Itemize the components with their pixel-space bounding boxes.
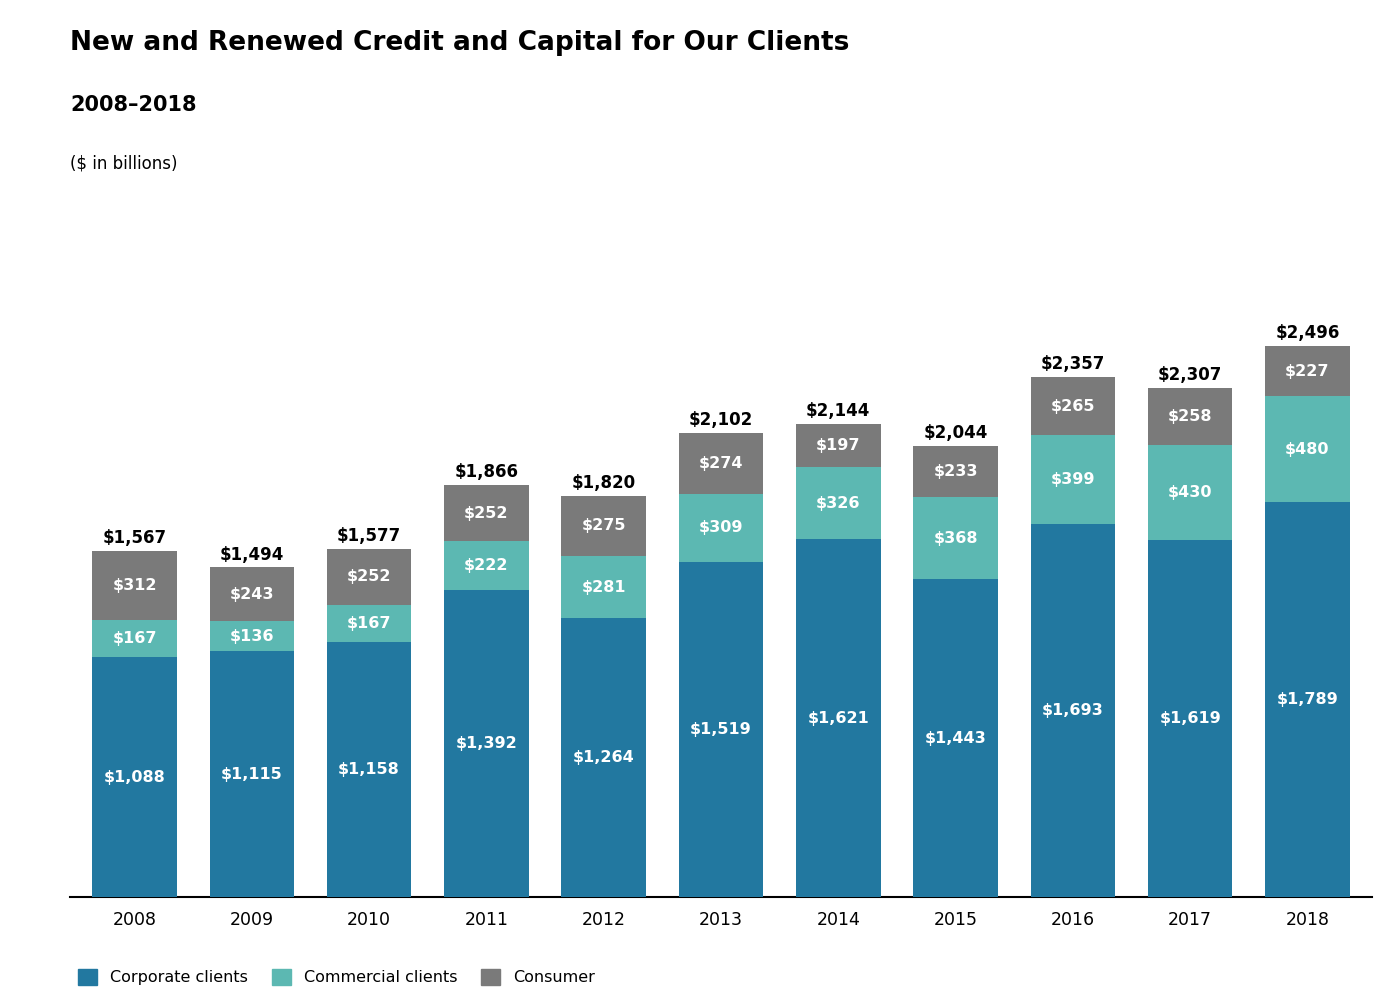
Legend: Corporate clients, Commercial clients, Consumer: Corporate clients, Commercial clients, C… xyxy=(78,968,595,985)
Text: New and Renewed Credit and Capital for Our Clients: New and Renewed Credit and Capital for O… xyxy=(70,30,850,56)
Bar xyxy=(1030,377,1116,436)
Text: $1,621: $1,621 xyxy=(808,711,869,726)
Text: $1,494: $1,494 xyxy=(220,545,284,563)
Text: $197: $197 xyxy=(816,439,861,454)
Text: $243: $243 xyxy=(230,587,274,602)
Text: $1,264: $1,264 xyxy=(573,751,634,766)
Text: $480: $480 xyxy=(1285,442,1330,457)
Text: $1,866: $1,866 xyxy=(455,464,518,482)
Text: $265: $265 xyxy=(1050,399,1095,414)
Bar xyxy=(679,434,763,494)
Bar xyxy=(797,539,881,897)
Bar xyxy=(444,541,529,590)
Bar xyxy=(326,549,412,605)
Text: $1,443: $1,443 xyxy=(925,731,987,746)
Bar xyxy=(444,590,529,897)
Text: $2,102: $2,102 xyxy=(689,412,753,430)
Bar xyxy=(913,578,998,897)
Text: $1,577: $1,577 xyxy=(337,527,402,545)
Text: $2,307: $2,307 xyxy=(1158,366,1222,384)
Text: $2,357: $2,357 xyxy=(1040,355,1105,373)
Text: $1,567: $1,567 xyxy=(102,529,167,547)
Bar xyxy=(1148,388,1232,445)
Text: $399: $399 xyxy=(1050,472,1095,487)
Bar xyxy=(913,446,998,498)
Text: $1,088: $1,088 xyxy=(104,770,165,785)
Bar xyxy=(92,551,176,620)
Bar xyxy=(1030,523,1116,897)
Text: $1,820: $1,820 xyxy=(571,474,636,492)
Bar xyxy=(797,468,881,539)
Bar xyxy=(561,556,645,618)
Bar xyxy=(679,562,763,897)
Text: $1,392: $1,392 xyxy=(455,736,517,751)
Bar xyxy=(679,494,763,562)
Text: $2,044: $2,044 xyxy=(924,424,988,442)
Text: $222: $222 xyxy=(465,558,508,573)
Text: $252: $252 xyxy=(465,505,508,520)
Text: ($ in billions): ($ in billions) xyxy=(70,155,178,172)
Text: $258: $258 xyxy=(1168,409,1212,424)
Text: $312: $312 xyxy=(112,578,157,593)
Text: $167: $167 xyxy=(347,616,392,631)
Text: $368: $368 xyxy=(934,530,977,545)
Text: $227: $227 xyxy=(1285,364,1330,379)
Bar xyxy=(1148,540,1232,897)
Text: $1,693: $1,693 xyxy=(1042,703,1103,718)
Bar xyxy=(92,657,176,897)
Text: $274: $274 xyxy=(699,456,743,471)
Bar xyxy=(561,496,645,556)
Bar xyxy=(1030,436,1116,523)
Bar xyxy=(92,620,176,657)
Text: $326: $326 xyxy=(816,496,861,510)
Text: $1,789: $1,789 xyxy=(1277,692,1338,707)
Bar xyxy=(444,486,529,541)
Bar xyxy=(1266,346,1350,397)
Text: $430: $430 xyxy=(1168,485,1212,499)
Text: $275: $275 xyxy=(581,518,626,533)
Bar xyxy=(561,618,645,897)
Bar xyxy=(210,621,294,651)
Text: $252: $252 xyxy=(347,569,392,584)
Text: $136: $136 xyxy=(230,629,274,644)
Bar xyxy=(797,424,881,468)
Text: $2,496: $2,496 xyxy=(1275,324,1340,342)
Text: $281: $281 xyxy=(581,579,626,595)
Bar xyxy=(1148,445,1232,540)
Text: $167: $167 xyxy=(112,631,157,646)
Text: $1,115: $1,115 xyxy=(221,767,283,782)
Bar xyxy=(913,498,998,578)
Text: $1,519: $1,519 xyxy=(690,722,752,737)
Bar xyxy=(326,642,412,897)
Text: $1,619: $1,619 xyxy=(1159,711,1221,726)
Text: $233: $233 xyxy=(934,465,977,480)
Text: $2,144: $2,144 xyxy=(806,402,871,420)
Bar xyxy=(1266,502,1350,897)
Bar xyxy=(210,651,294,897)
Text: $309: $309 xyxy=(699,520,743,535)
Text: 2008–2018: 2008–2018 xyxy=(70,95,196,115)
Bar xyxy=(1266,397,1350,502)
Bar xyxy=(326,605,412,642)
Text: $1,158: $1,158 xyxy=(339,762,400,777)
Bar xyxy=(210,567,294,621)
